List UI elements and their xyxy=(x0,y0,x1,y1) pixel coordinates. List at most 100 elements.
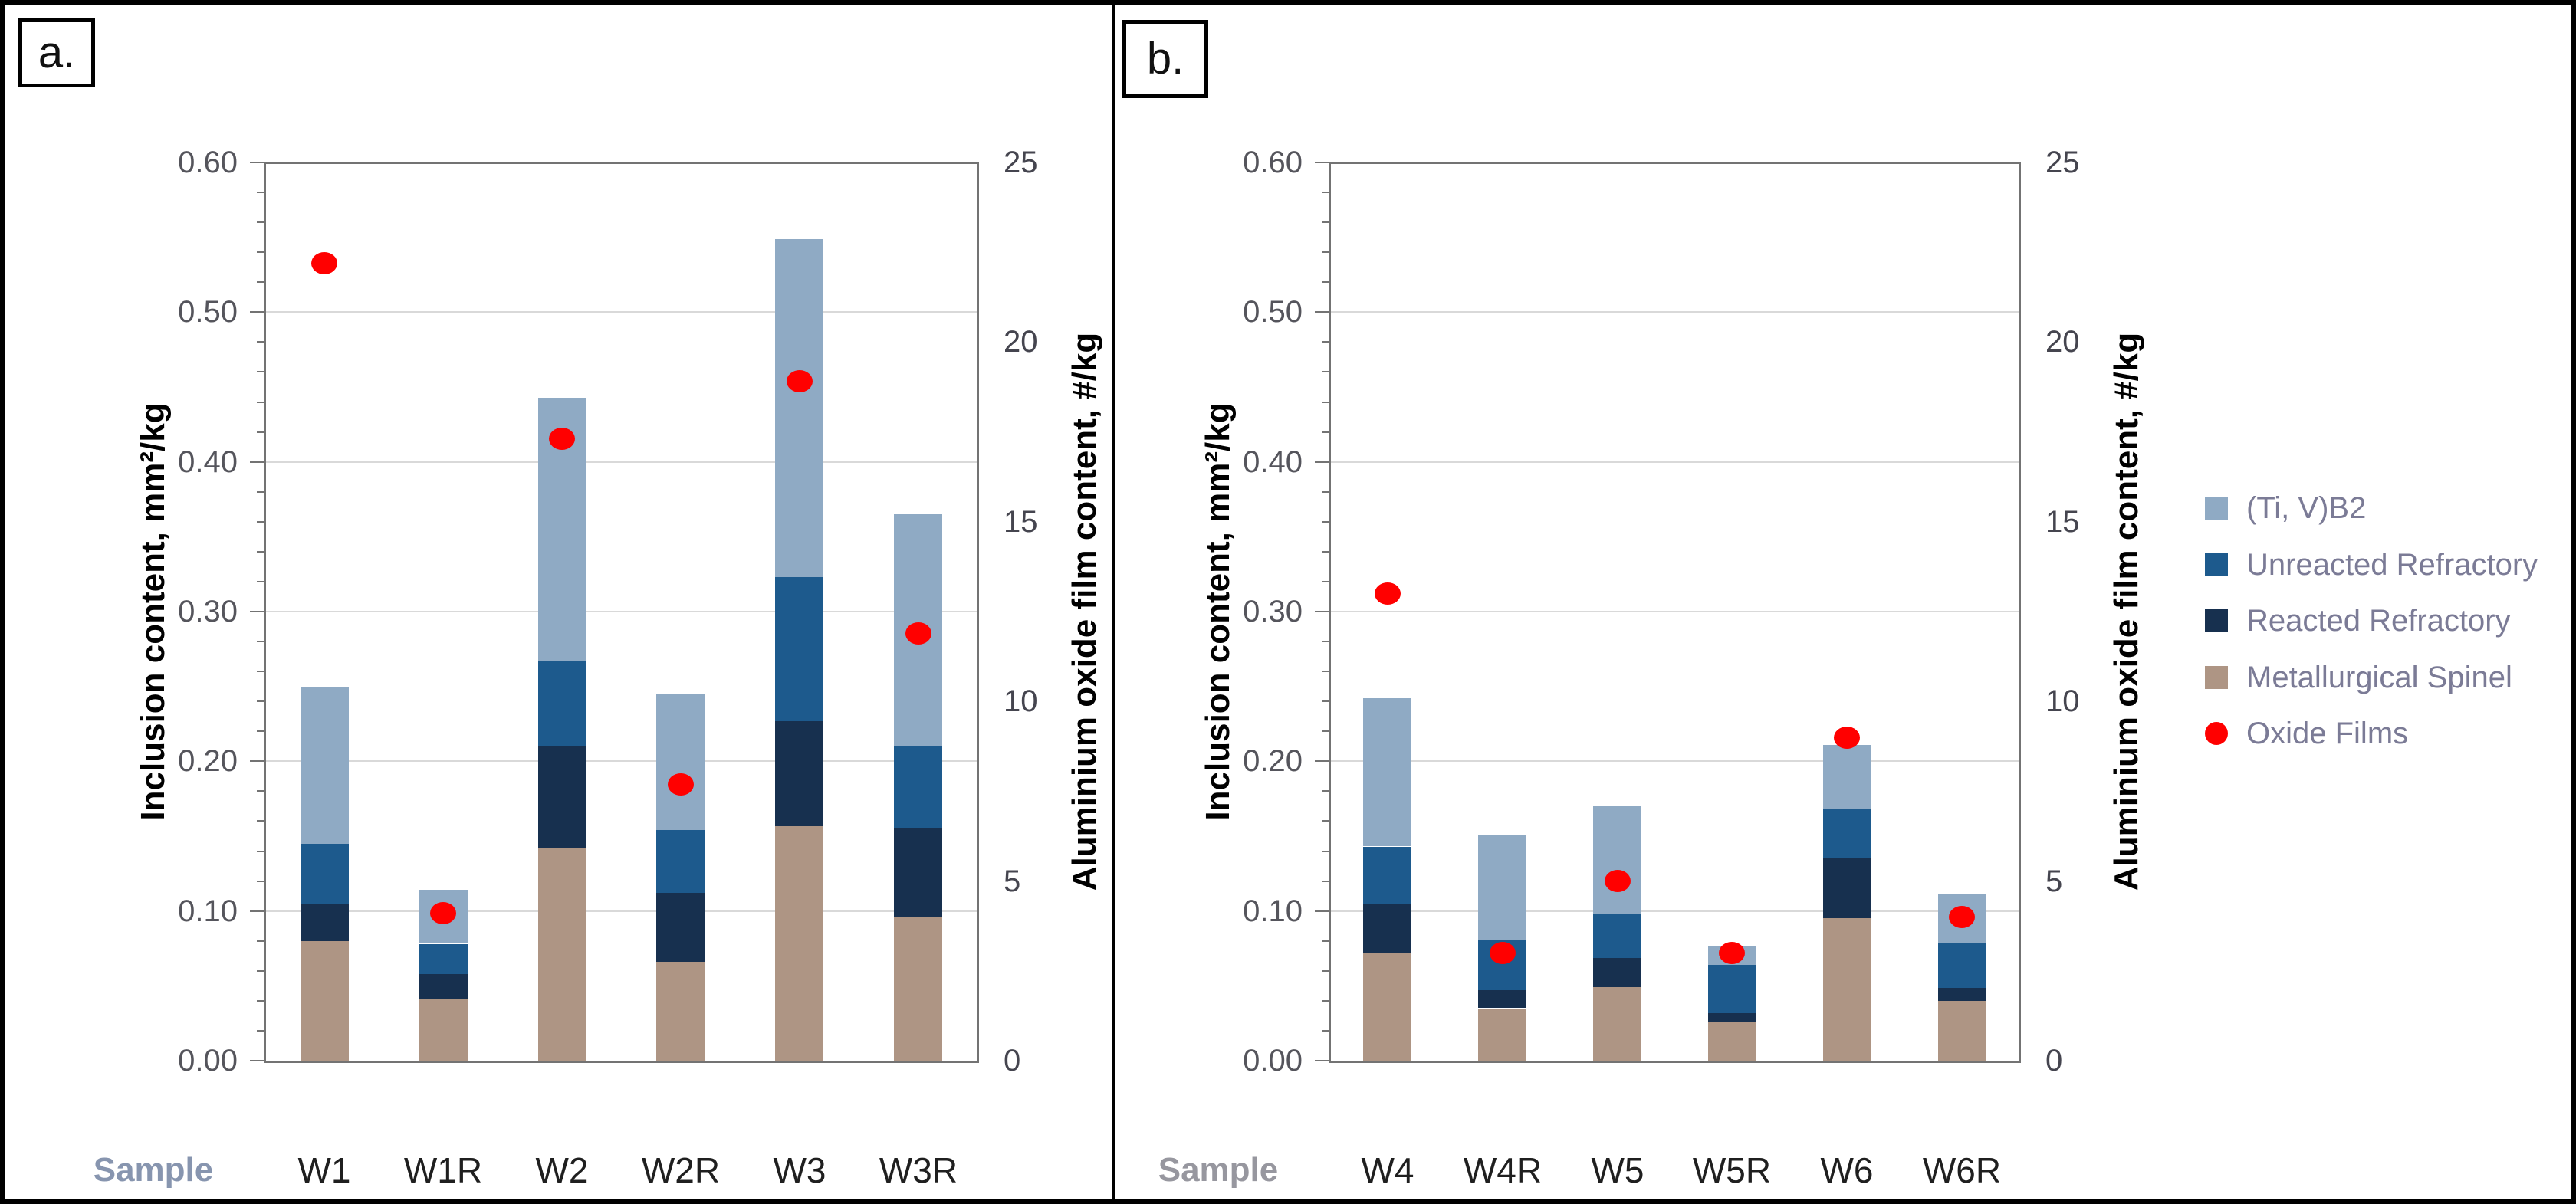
oxide-films-point xyxy=(1949,906,1975,928)
bar-segment xyxy=(656,694,705,830)
y-axis-minor-tick xyxy=(257,251,265,253)
bar-segment xyxy=(301,904,349,941)
gridline xyxy=(1330,760,2019,762)
y-left-tick-label: 0.20 xyxy=(178,744,238,778)
oxide-films-point xyxy=(1490,942,1516,964)
y-axis-major-tick xyxy=(1315,311,1330,313)
bar-segment xyxy=(538,848,586,1061)
bar-segment xyxy=(1363,953,1411,1061)
category-label: W2R xyxy=(641,1150,721,1190)
bar-segment xyxy=(1478,990,1526,1008)
bar-segment xyxy=(1708,1022,1756,1061)
y-axis-minor-tick xyxy=(1322,341,1330,343)
y-axis-minor-tick xyxy=(257,402,265,403)
bar-segment xyxy=(1938,943,1986,988)
panel-b-label-box: b. xyxy=(1122,20,1208,98)
y-axis-minor-tick xyxy=(1322,881,1330,882)
oxide-films-point xyxy=(311,252,337,274)
gridline xyxy=(265,910,978,912)
category-label: W1R xyxy=(403,1150,483,1190)
bar-segment xyxy=(1823,918,1871,1061)
y-right-tick-label: 0 xyxy=(2045,1044,2063,1078)
bar-segment xyxy=(1478,1009,1526,1061)
y-axis-minor-tick xyxy=(1322,281,1330,283)
bar-segment xyxy=(656,893,705,962)
y-axis-major-tick xyxy=(250,162,265,163)
gridline xyxy=(265,760,978,762)
bar-segment xyxy=(301,687,349,844)
y-axis-minor-tick xyxy=(257,641,265,642)
y-left-tick-label: 0.30 xyxy=(178,595,238,628)
y-axis-minor-tick xyxy=(1322,192,1330,193)
bar-segment xyxy=(1593,987,1641,1061)
bar-segment xyxy=(894,828,942,917)
plot-border-right xyxy=(977,162,979,1063)
bar-segment xyxy=(1363,698,1411,846)
legend-marker-square xyxy=(2205,666,2228,689)
y-axis-minor-tick xyxy=(257,371,265,372)
y-left-tick-label: 0.50 xyxy=(178,295,238,329)
gridline xyxy=(265,311,978,313)
y-axis-minor-tick xyxy=(257,551,265,553)
category-label: W5 xyxy=(1591,1150,1644,1190)
category-label: W4R xyxy=(1463,1150,1543,1190)
y-axis-minor-tick xyxy=(257,671,265,672)
y-axis-minor-tick xyxy=(257,192,265,193)
y-axis-minor-tick xyxy=(1322,402,1330,403)
y-axis-minor-tick xyxy=(1322,730,1330,732)
y-axis-minor-tick xyxy=(257,1030,265,1032)
y-axis-minor-tick xyxy=(257,730,265,732)
gridline xyxy=(265,461,978,463)
y-right-tick-label: 15 xyxy=(2045,505,2080,539)
legend-item-label: Unreacted Refractory xyxy=(2246,548,2538,582)
panel-b-label: b. xyxy=(1146,34,1184,84)
bar-segment xyxy=(1593,806,1641,914)
bar-segment xyxy=(1823,858,1871,918)
y-axis-minor-tick xyxy=(1322,970,1330,972)
y-axis-minor-tick xyxy=(257,851,265,852)
legend-item-label: (Ti, V)B2 xyxy=(2246,491,2367,525)
y-right-tick-label: 10 xyxy=(1004,684,1038,718)
x-axis-line xyxy=(1329,1061,2021,1063)
y-axis-minor-tick xyxy=(257,581,265,582)
y-left-tick-label: 0.00 xyxy=(178,1044,238,1078)
y-axis-minor-tick xyxy=(257,700,265,702)
bar-segment xyxy=(301,941,349,1061)
y-axis-minor-tick xyxy=(1322,851,1330,852)
y-axis-minor-tick xyxy=(257,881,265,882)
gridline xyxy=(265,611,978,612)
oxide-films-point xyxy=(1605,870,1631,892)
y-axis-minor-tick xyxy=(1322,790,1330,792)
y-right-tick-label: 15 xyxy=(1004,505,1038,539)
oxide-films-point xyxy=(1719,942,1745,964)
bar-segment xyxy=(1823,809,1871,858)
y-axis-minor-tick xyxy=(257,820,265,822)
y-axis-minor-tick xyxy=(1322,671,1330,672)
y-axis-minor-tick xyxy=(257,341,265,343)
bar-segment xyxy=(419,999,468,1061)
y-right-tick-label: 5 xyxy=(2045,864,2063,898)
legend-marker-circle xyxy=(2205,722,2228,745)
bar-segment xyxy=(1708,1012,1756,1022)
y-left-tick-label: 0.30 xyxy=(1243,595,1303,628)
y-axis-minor-tick xyxy=(257,431,265,433)
oxide-films-point xyxy=(787,370,813,392)
category-label: W3R xyxy=(879,1150,958,1190)
y-left-tick-label: 0.20 xyxy=(1243,744,1303,778)
plot-border-right xyxy=(2019,162,2021,1063)
bar-segment xyxy=(894,746,942,828)
bar-segment xyxy=(1938,987,1986,1001)
y-right-tick-label: 25 xyxy=(1004,146,1038,179)
y-right-tick-label: 10 xyxy=(2045,684,2080,718)
oxide-films-point xyxy=(1834,727,1860,749)
y-axis-minor-tick xyxy=(257,790,265,792)
y-axis-minor-tick xyxy=(1322,1030,1330,1032)
category-label: W6 xyxy=(1820,1150,1874,1190)
bar-segment xyxy=(301,844,349,904)
bar-segment xyxy=(775,721,823,826)
y-axis-minor-tick xyxy=(1322,581,1330,582)
y-left-tick-label: 0.50 xyxy=(1243,295,1303,329)
y-axis-major-tick xyxy=(250,611,265,612)
category-label: W3 xyxy=(773,1150,826,1190)
plot-border-left xyxy=(264,162,266,1063)
